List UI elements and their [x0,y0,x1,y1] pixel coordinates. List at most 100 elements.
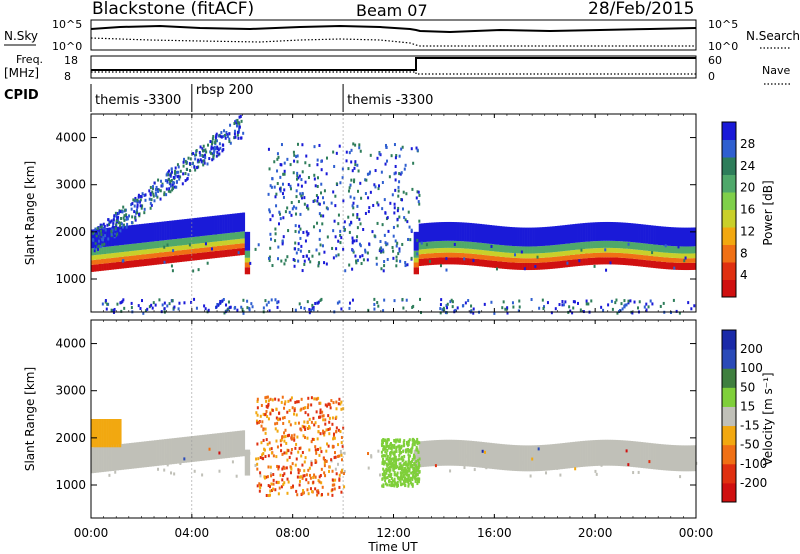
heatmap-cell [605,257,609,265]
heatmap-cell [194,217,198,237]
heatmap-point [297,183,300,187]
heatmap-point [354,163,357,167]
heatmap-cell [108,258,112,263]
heatmap-point [157,467,160,471]
heatmap-point [349,195,352,199]
heatmap-point [512,305,515,309]
heatmap-point [94,241,97,245]
y-tick-label: 3000 [55,178,86,192]
heatmap-cell [474,223,477,243]
colorbar-swatch [722,279,736,298]
heatmap-point [304,180,307,184]
heatmap-cell [244,267,248,275]
heatmap-point [94,245,97,249]
heatmap-point [121,299,124,303]
heatmap-point [294,308,297,312]
heatmap-point [294,421,297,425]
heatmap-cell [607,221,611,241]
heatmap-point [344,269,347,273]
heatmap-cell [136,250,140,256]
heatmap-cell [612,222,616,241]
heatmap-cell [186,249,190,255]
heatmap-cell [181,249,185,255]
heatmap-point [315,451,318,455]
heatmap-point [319,214,322,218]
heatmap-cell [196,217,200,237]
heatmap-point [352,206,355,210]
heatmap-cell [622,248,626,254]
heatmap-point [173,305,176,309]
heatmap-point [287,182,290,186]
heatmap-cell [438,240,442,249]
heatmap-point [353,178,356,182]
heatmap-point [136,453,139,457]
heatmap-point [269,412,272,416]
heatmap-point [326,235,329,239]
heatmap-point [290,213,293,217]
heatmap-point [400,147,403,151]
heatmap-point [201,149,204,153]
heatmap-point [403,216,406,220]
heatmap-cell [529,253,533,259]
heatmap-point [355,261,358,265]
heatmap-cell [96,419,99,448]
heatmap-cell [121,256,125,262]
heatmap-point [369,190,372,194]
heatmap-cell [590,440,593,467]
heatmap-point [377,449,380,453]
heatmap-point [199,145,202,149]
heatmap-point [111,225,114,229]
heatmap-cell [509,226,513,246]
heatmap-cell [653,251,656,257]
heatmap-point [323,189,326,193]
heatmap-point [310,396,313,400]
heatmap-cell [433,257,437,265]
heatmap-cell [133,250,137,256]
heatmap-point [360,262,363,266]
heatmap-point [176,170,179,174]
heatmap-cell [547,252,551,258]
heatmap-cell [179,250,183,255]
heatmap-point [633,300,636,304]
cpid-segment-label: themis -3300 [347,93,433,108]
heatmap-point [445,268,448,272]
heatmap-point [214,139,217,143]
heatmap-point [93,249,96,253]
heatmap-point [211,152,214,156]
heatmap-point [188,162,191,166]
heatmap-cell [146,223,150,243]
heatmap-point [116,212,119,216]
heatmap-cell [423,223,427,242]
heatmap-cell [580,441,583,468]
colorbar-swatch [722,330,736,350]
heatmap-point [211,142,214,146]
heatmap-point [411,457,414,461]
heatmap-cell [111,246,114,254]
heatmap-cell [595,439,598,466]
heatmap-cell [663,261,667,270]
heatmap-point [298,174,301,178]
heatmap-point [295,413,298,417]
heatmap-cell [148,258,152,266]
heatmap-cell [595,222,598,242]
heatmap-point [394,164,397,168]
heatmap-point [402,473,405,477]
heatmap-cell [486,224,490,244]
heatmap-point [409,478,412,482]
heatmap-cell [191,218,195,238]
heatmap-point [174,166,177,170]
heatmap-cell [461,222,465,242]
heatmap-cell [504,261,508,270]
heatmap-cell [683,253,687,259]
heatmap-cell [133,224,137,244]
heatmap-cell [446,247,450,253]
heatmap-cell [116,262,120,270]
heatmap-cell [164,247,167,252]
heatmap-point [114,230,117,234]
heatmap-point [152,185,155,189]
heatmap-cell [635,242,639,250]
heatmap-cell [479,223,483,243]
heatmap-point [267,192,270,196]
heatmap-cell [116,252,120,258]
heatmap-cell [572,259,576,267]
